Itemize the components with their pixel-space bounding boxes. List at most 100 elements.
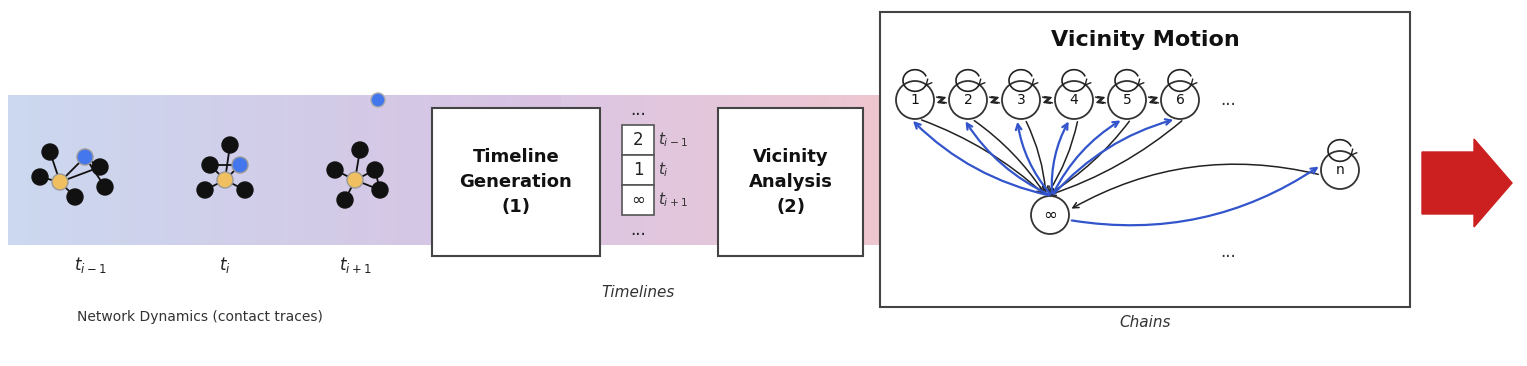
Bar	[1225, 95, 1229, 245]
Text: ...: ...	[1220, 91, 1235, 109]
Bar	[565, 95, 570, 245]
Bar	[510, 95, 515, 245]
Bar	[1054, 95, 1058, 245]
Bar	[962, 95, 967, 245]
Bar	[1150, 95, 1154, 245]
Bar	[800, 95, 805, 245]
Bar	[547, 95, 551, 245]
Bar	[1284, 95, 1289, 245]
Bar	[247, 95, 252, 245]
Bar	[640, 95, 644, 245]
Text: 5: 5	[1122, 93, 1132, 107]
Bar	[179, 95, 183, 245]
Bar	[912, 95, 916, 245]
Bar	[731, 95, 736, 245]
Text: 3: 3	[1017, 93, 1025, 107]
Bar	[63, 95, 67, 245]
Circle shape	[327, 162, 344, 178]
Bar	[460, 95, 464, 245]
Bar	[224, 95, 229, 245]
Bar	[1164, 95, 1168, 245]
Bar	[925, 95, 930, 245]
Text: $t_{i+1}$: $t_{i+1}$	[658, 191, 687, 209]
Bar	[53, 95, 58, 245]
Bar	[1202, 95, 1206, 245]
Bar	[718, 95, 722, 245]
Bar	[1248, 95, 1252, 245]
Bar	[496, 95, 501, 245]
Bar	[736, 95, 741, 245]
Circle shape	[1002, 81, 1040, 119]
Bar	[391, 95, 395, 245]
Bar	[1385, 95, 1390, 245]
Bar	[386, 95, 391, 245]
Bar	[160, 95, 165, 245]
Text: $t_{i-1}$: $t_{i-1}$	[658, 131, 687, 149]
Text: ...: ...	[631, 101, 646, 119]
Bar	[76, 95, 82, 245]
Bar	[197, 95, 202, 245]
Bar	[137, 95, 142, 245]
Bar	[96, 95, 101, 245]
Bar	[188, 95, 192, 245]
Bar	[880, 12, 1409, 307]
Text: 1: 1	[910, 93, 919, 107]
Bar	[631, 95, 635, 245]
Bar	[1095, 95, 1099, 245]
Bar	[764, 95, 768, 245]
Bar	[823, 95, 828, 245]
Text: $t_i$: $t_i$	[658, 161, 669, 179]
Bar	[156, 95, 160, 245]
Bar	[791, 95, 796, 245]
Text: Timeline
Generation
(1): Timeline Generation (1)	[460, 148, 573, 216]
Bar	[621, 125, 654, 155]
Bar	[699, 95, 704, 245]
Text: Chains: Chains	[1119, 315, 1171, 330]
Bar	[1206, 95, 1211, 245]
Bar	[869, 95, 873, 245]
Text: 2: 2	[632, 131, 643, 149]
Bar	[312, 95, 316, 245]
Bar	[1017, 95, 1022, 245]
Bar	[423, 95, 428, 245]
Bar	[67, 95, 72, 245]
Bar	[101, 95, 105, 245]
Bar	[796, 95, 800, 245]
Bar	[786, 95, 791, 245]
Bar	[828, 95, 832, 245]
Bar	[1234, 95, 1238, 245]
Bar	[1031, 95, 1035, 245]
Bar	[1220, 95, 1225, 245]
Bar	[515, 95, 519, 245]
Bar	[805, 95, 809, 245]
Circle shape	[67, 189, 82, 205]
Bar	[432, 95, 437, 245]
Bar	[17, 95, 21, 245]
Circle shape	[92, 159, 108, 175]
Bar	[597, 95, 602, 245]
Bar	[1243, 95, 1248, 245]
Bar	[105, 95, 110, 245]
Bar	[611, 95, 615, 245]
Bar	[432, 108, 600, 256]
Bar	[773, 95, 777, 245]
Bar	[275, 95, 279, 245]
Bar	[994, 95, 999, 245]
Bar	[1330, 95, 1335, 245]
Bar	[12, 95, 17, 245]
Bar	[1173, 95, 1179, 245]
Bar	[395, 95, 400, 245]
Bar	[40, 95, 44, 245]
Bar	[1008, 95, 1012, 245]
Bar	[279, 95, 284, 245]
Bar	[211, 95, 215, 245]
Bar	[1197, 95, 1202, 245]
Bar	[1122, 95, 1127, 245]
Bar	[519, 95, 524, 245]
Text: Vicinity
Analysis
(2): Vicinity Analysis (2)	[748, 148, 832, 216]
Bar	[505, 95, 510, 245]
Bar	[741, 95, 745, 245]
Bar	[284, 95, 289, 245]
Bar	[976, 95, 980, 245]
Bar	[257, 95, 261, 245]
